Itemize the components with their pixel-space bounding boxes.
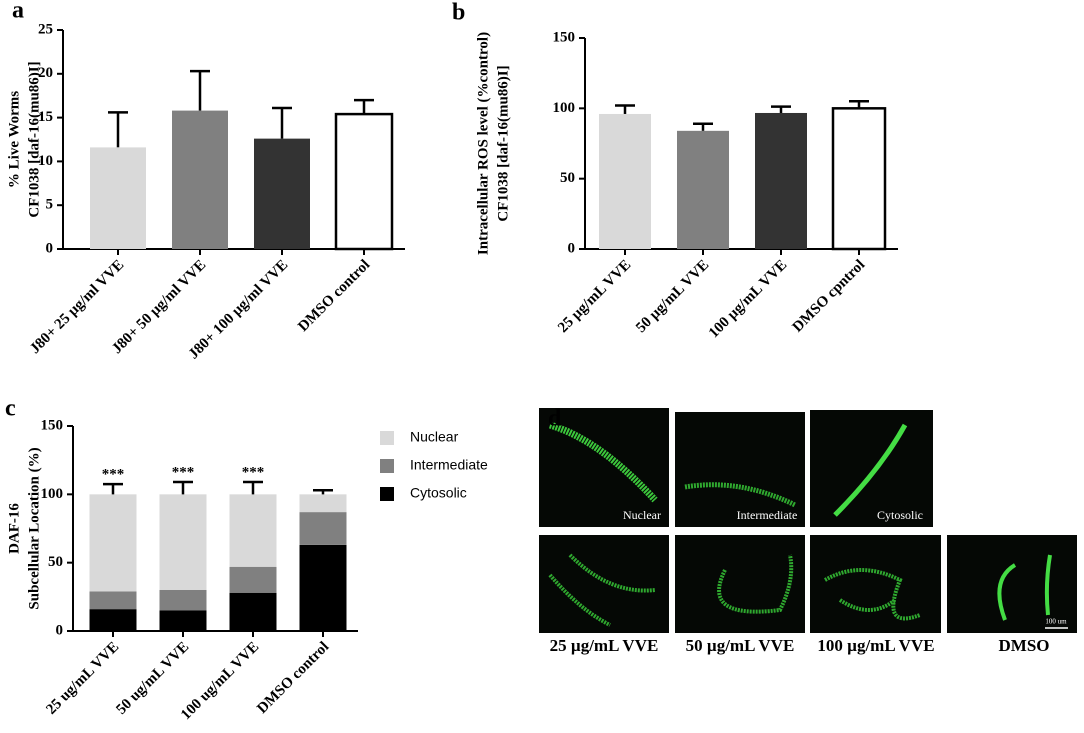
worm [824, 568, 921, 621]
y-tick-label: 0 [46, 240, 54, 256]
y-axis-label: CF1038 [daf-16(mu86)I] [495, 65, 511, 221]
bar-segment [299, 512, 347, 545]
worm [548, 421, 658, 503]
y-axis-label: Subcellular Location (%) [26, 447, 42, 609]
image-caption: Intermediate [737, 508, 798, 522]
legend-label: Intermediate [410, 457, 488, 473]
error-bar [190, 69, 210, 111]
error-bar [615, 104, 635, 114]
y-axis-label: CF1038 [daf-16(mu86)I] [26, 61, 42, 217]
y-tick-label: 150 [553, 29, 576, 45]
panel-label: b [452, 0, 465, 26]
micrographs [539, 408, 1077, 633]
legend-label: Cytosolic [410, 485, 467, 501]
legend-label: Nuclear [410, 429, 459, 445]
worm [833, 423, 908, 517]
bar-segment [229, 566, 277, 593]
y-tick-label: 50 [560, 170, 575, 186]
worm [548, 553, 656, 627]
image [539, 408, 669, 527]
bar [831, 107, 887, 251]
bar-segment [159, 610, 207, 631]
error-bar [173, 480, 193, 495]
x-tick-label: 50 µg/mL VVE [633, 257, 712, 336]
bar-segment [299, 494, 347, 513]
error-bar [243, 480, 263, 495]
bar [677, 130, 729, 249]
y-tick-label: 100 [41, 486, 64, 502]
image-label: 25 µg/mL VVE [550, 636, 659, 655]
x-tick-label: DMSO cpntrol [790, 257, 869, 336]
panel-label: a [12, 0, 24, 24]
bar [334, 112, 394, 251]
image-caption: Cytosolic [877, 508, 923, 522]
y-axis-label: % Live Worms [6, 91, 22, 188]
y-tick-label: 0 [56, 622, 64, 638]
error-bar [108, 111, 128, 148]
error-bar [693, 122, 713, 131]
y-tick-label: 50 [48, 554, 63, 570]
legend-swatch [380, 431, 394, 445]
image-label: 50 µg/mL VVE [686, 636, 795, 655]
error-bar [354, 98, 374, 115]
x-tick-label: 100 µg/mL VVE [706, 257, 790, 341]
image [810, 410, 933, 527]
x-tick-label: DMSO control [295, 257, 373, 335]
y-tick-label: 20 [38, 65, 53, 81]
bar [599, 113, 651, 250]
y-tick-label: 0 [568, 240, 576, 256]
worm [997, 554, 1052, 621]
bar [90, 147, 146, 249]
x-tick-label: 25 µg/mL VVE [555, 257, 634, 336]
scale-label: 100 um [1045, 618, 1067, 626]
image [810, 535, 941, 633]
bar-segment [89, 591, 137, 610]
x-tick-label: 50 ug/mL VVE [113, 639, 192, 718]
error-bar [103, 482, 123, 495]
image [947, 535, 1077, 633]
worm [684, 482, 797, 508]
image [675, 412, 805, 527]
y-tick-label: 100 [553, 100, 576, 116]
image [675, 535, 805, 633]
x-tick-label: 25 ug/mL VVE [43, 639, 122, 718]
bar-segment [299, 544, 347, 631]
bar-segment [89, 494, 137, 592]
bar [172, 110, 228, 249]
error-bar [771, 105, 791, 113]
bar [254, 138, 310, 249]
y-axis-label: DAF-16 [6, 503, 22, 554]
bar-segment [89, 609, 137, 631]
y-tick-label: 15 [38, 109, 53, 125]
error-bar [313, 488, 333, 495]
y-tick-label: 10 [38, 153, 53, 169]
bar-segment [229, 494, 277, 567]
panel-label: d [548, 406, 562, 432]
panel-label: c [5, 396, 16, 422]
image-label: 100 µg/mL VVE [817, 636, 934, 655]
significance: *** [102, 467, 125, 483]
significance: *** [172, 464, 195, 480]
y-axis-label: Intracellular ROS level (%control) [475, 32, 491, 255]
y-tick-label: 25 [38, 21, 53, 37]
bar-segment [159, 590, 207, 611]
bar-segment [159, 494, 207, 590]
x-tick-label: DMSO control [254, 639, 332, 717]
error-bar [272, 106, 292, 139]
image-caption: Nuclear [623, 508, 661, 522]
legend-swatch [380, 459, 394, 473]
legend-swatch [380, 487, 394, 501]
y-tick-label: 5 [46, 197, 54, 213]
bar [755, 112, 807, 249]
bar-segment [229, 592, 277, 631]
y-tick-label: 150 [41, 417, 64, 433]
significance: *** [242, 464, 265, 480]
worm [717, 554, 794, 614]
image-label: DMSO [999, 636, 1050, 655]
